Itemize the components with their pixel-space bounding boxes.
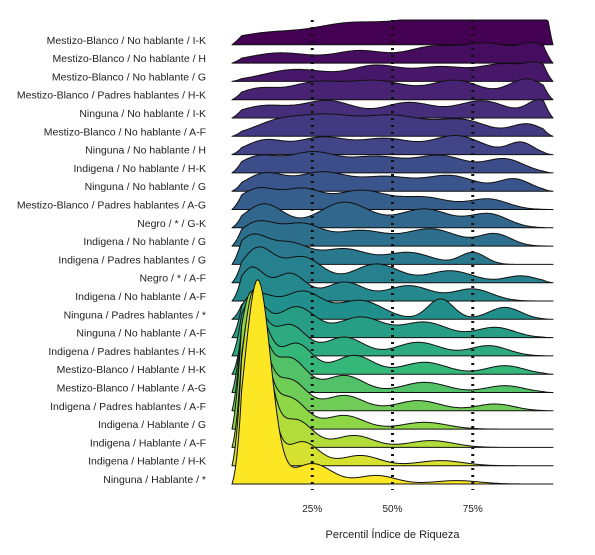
y-label: Mestizo-Blanco / No hablante / I-K (47, 35, 206, 47)
y-label: Ninguna / No hablante / G (85, 181, 206, 193)
y-label: Negro / * / G-K (137, 218, 206, 230)
y-label: Indigena / No hablante / H-K (73, 163, 206, 175)
y-label: Indigena / No hablante / A-F (75, 291, 206, 303)
y-label: Indigena / Hablante / G (98, 419, 206, 431)
x-axis-title: Percentil Índice de Riqueza (326, 528, 461, 541)
ridge-2 (231, 41, 554, 64)
y-label: Ninguna / Hablante / * (103, 474, 206, 486)
ridge-13 (231, 233, 554, 265)
y-label: Indigena / No hablante / G (83, 236, 206, 248)
y-label: Ninguna / No hablante / I-K (79, 108, 206, 120)
y-label: Mestizo-Blanco / Hablante / A-G (57, 383, 206, 395)
y-label: Mestizo-Blanco / Hablante / H-K (57, 364, 206, 376)
ridge-12 (231, 220, 554, 247)
y-label: Indigena / Hablante / H-K (88, 456, 206, 468)
y-label: Ninguna / No hablante / H (85, 145, 206, 157)
y-label: Mestizo-Blanco / Padres hablantes / A-G (17, 200, 206, 212)
y-label: Indigena / Padres hablantes / H-K (48, 346, 206, 358)
ridge-16 (231, 290, 554, 320)
y-label: Mestizo-Blanco / Padres hablantes / H-K (17, 90, 206, 102)
y-label: Indigena / Padres hablantes / G (58, 254, 206, 266)
ridge-18 (231, 299, 554, 357)
y-label: Mestizo-Blanco / No hablante / A-F (44, 126, 206, 138)
y-label: Mestizo-Blanco / No hablante / H (53, 53, 207, 65)
ridge-3 (231, 61, 554, 82)
y-label: Indigena / Hablante / A-F (90, 437, 206, 449)
y-label: Negro / * / A-F (139, 273, 206, 285)
ridge-11 (231, 201, 554, 229)
ridge-17 (231, 294, 554, 339)
x-tick-label: 75% (463, 504, 483, 515)
ridge-4 (231, 78, 554, 101)
y-label: Mestizo-Blanco / No hablante / G (52, 71, 206, 83)
x-tick-label: 50% (382, 504, 402, 515)
y-label: Ninguna / No hablante / A-F (76, 328, 206, 340)
ridge-7 (231, 135, 554, 156)
y-label: Indigena / Padres hablantes / A-F (50, 401, 206, 413)
ridge-15 (231, 266, 554, 302)
ridge-25 (231, 279, 554, 485)
y-label: Ninguna / Padres hablantes / * (64, 309, 206, 321)
x-tick-label: 25% (302, 504, 322, 515)
